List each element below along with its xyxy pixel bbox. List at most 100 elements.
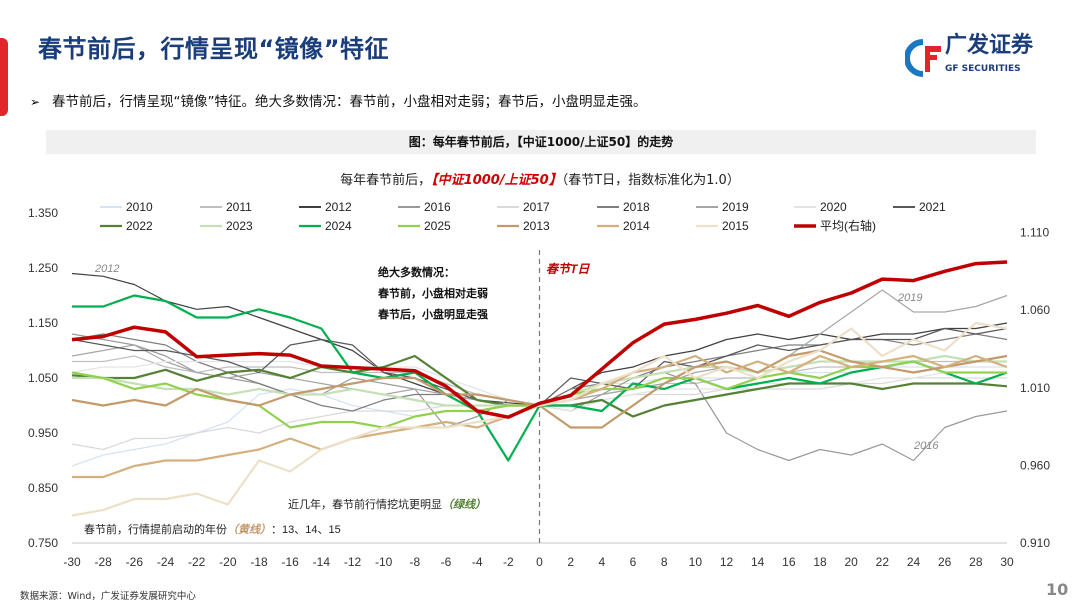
legend-item: 2019 [696, 200, 749, 214]
page-number: 10 [1046, 580, 1069, 599]
legend-label: 2019 [722, 200, 749, 214]
legend-item: 2022 [100, 219, 153, 233]
y-left-tick-label: 1.050 [28, 371, 58, 385]
x-tick-label: 4 [598, 555, 605, 569]
page-title: 春节前后，行情呈现“镜像”特征 [38, 35, 390, 63]
majority-note-1: 绝大多数情况： [378, 265, 455, 279]
x-tick-label: 12 [720, 555, 734, 569]
x-tick-label: 18 [813, 555, 827, 569]
x-tick-label: -28 [94, 555, 112, 569]
x-tick-label: -20 [219, 555, 237, 569]
bullet-arrow-icon: ➢ [30, 95, 41, 109]
y-right-tick-label: 1.010 [1020, 381, 1050, 395]
x-tick-label: 6 [630, 555, 637, 569]
majority-note-2: 春节前，小盘相对走弱 [378, 286, 488, 300]
x-tick-label: -12 [344, 555, 362, 569]
legend-label: 2014 [623, 219, 650, 233]
x-tick-label: -4 [472, 555, 483, 569]
x-tick-label: 10 [689, 555, 703, 569]
legend-label: 2021 [919, 200, 946, 214]
majority-note-3: 春节后，小盘明显走强 [378, 307, 488, 321]
legend-label: 2013 [523, 219, 550, 233]
legend-item: 2025 [398, 219, 451, 233]
legend-label: 2023 [226, 219, 253, 233]
label-2016: 2016 [913, 440, 939, 452]
legend-item: 2021 [893, 200, 946, 214]
yellow-note-tag: （黄线） [227, 523, 271, 536]
y-right-tick-label: 0.960 [1020, 458, 1050, 472]
legend-label: 2025 [424, 219, 451, 233]
legend-label: 2017 [523, 200, 550, 214]
legend-label: 2015 [722, 219, 749, 233]
legend-label: 平均(右轴) [820, 218, 876, 233]
y-left-tick-label: 1.350 [28, 206, 58, 220]
green-note-tag: （绿线） [442, 498, 486, 511]
y-right-tick-label: 0.910 [1020, 536, 1050, 550]
chart-title-prefix: 每年春节前后， [340, 173, 432, 188]
x-tick-label: -16 [281, 555, 299, 569]
y-right-tick-label: 1.060 [1020, 303, 1050, 317]
label-2012: 2012 [94, 263, 119, 275]
figure-caption-bar: 图：每年春节前后，【中证1000/上证50】的走势 [46, 130, 1036, 154]
x-tick-label: 16 [782, 555, 796, 569]
series-line-平均(右轴) [71, 260, 1008, 419]
legend: 2010 2011 2012 2016 2017 2018 2019 2020 2021 2022… [100, 200, 946, 233]
legend-label: 2018 [623, 200, 650, 214]
x-tick-label: 22 [876, 555, 890, 569]
x-tick-label: 24 [907, 555, 921, 569]
yellow-note-text: 春节前，行情提前启动的年份 [84, 522, 227, 536]
legend-item: 2024 [299, 219, 352, 233]
x-tick-label: -24 [157, 555, 175, 569]
legend-label: 2022 [126, 219, 153, 233]
legend-item: 2012 [299, 200, 352, 214]
y-right-tick-label: 1.110 [1020, 226, 1049, 240]
legend-item: 2023 [200, 219, 253, 233]
gf-logo [905, 39, 941, 77]
t-day-label: 春节T日 [546, 262, 590, 276]
legend-item: 2018 [597, 200, 650, 214]
x-tick-label: -26 [126, 555, 144, 569]
x-tick-label: 8 [661, 555, 668, 569]
data-source: 数据来源：Wind，广发证券发展研究中心 [20, 591, 196, 602]
legend-item: 平均(右轴) [794, 218, 876, 233]
bullet-text: 春节前后，行情呈现“镜像”特征。绝大多数情况：春节前，小盘相对走弱；春节后，小盘… [52, 94, 647, 110]
y-left-tick-label: 1.250 [28, 261, 58, 275]
legend-item: 2015 [696, 219, 749, 233]
yellow-note: 春节前，行情提前启动的年份（黄线）：13、14、15 [84, 522, 341, 536]
x-tick-label: -2 [503, 555, 514, 569]
legend-label: 2010 [126, 200, 153, 214]
chart-title: 每年春节前后，【中证1000/上证50】（春节T日，指数标准化为1.0） [0, 172, 1080, 189]
logo-arc-icon [905, 39, 924, 77]
legend-label: 2011 [226, 200, 252, 214]
series-line-2018 [71, 333, 1008, 412]
y-left-tick-label: 0.950 [28, 426, 58, 440]
legend-item: 2014 [597, 219, 650, 233]
legend-label: 2012 [325, 200, 352, 214]
green-note: 近几年，春节前行情挖坑更明显（绿线） [288, 497, 486, 511]
x-tick-label: -18 [250, 555, 268, 569]
x-tick-label: 2 [567, 555, 574, 569]
x-tick-label: 14 [751, 555, 765, 569]
series-line-2015 [71, 321, 1008, 517]
legend-label: 2020 [820, 200, 847, 214]
x-tick-label: 0 [536, 555, 543, 569]
legend-label: 2016 [424, 200, 451, 214]
legend-item: 2017 [497, 200, 550, 214]
series-lines [71, 260, 1008, 517]
logo-text-cn: 广发证券 [945, 33, 1034, 58]
x-tick-label: -6 [441, 555, 452, 569]
figure-caption: 图：每年春节前后，【中证1000/上证50】的走势 [408, 135, 674, 149]
x-tick-label: -8 [409, 555, 420, 569]
yellow-note-years: ：13、14、15 [271, 524, 341, 536]
legend-item: 2016 [398, 200, 451, 214]
label-2019: 2019 [897, 292, 922, 304]
x-tick-label: 30 [1000, 555, 1014, 569]
logo-text-en: GF SECURITIES [945, 64, 1021, 74]
y-left-tick-label: 0.750 [28, 536, 58, 550]
green-note-text: 近几年，春节前行情挖坑更明显 [288, 497, 442, 511]
y-left-tick-label: 0.850 [28, 481, 58, 495]
x-tick-label: -22 [188, 555, 206, 569]
y-left-tick-label: 1.150 [28, 316, 58, 330]
legend-item: 2013 [497, 219, 550, 233]
